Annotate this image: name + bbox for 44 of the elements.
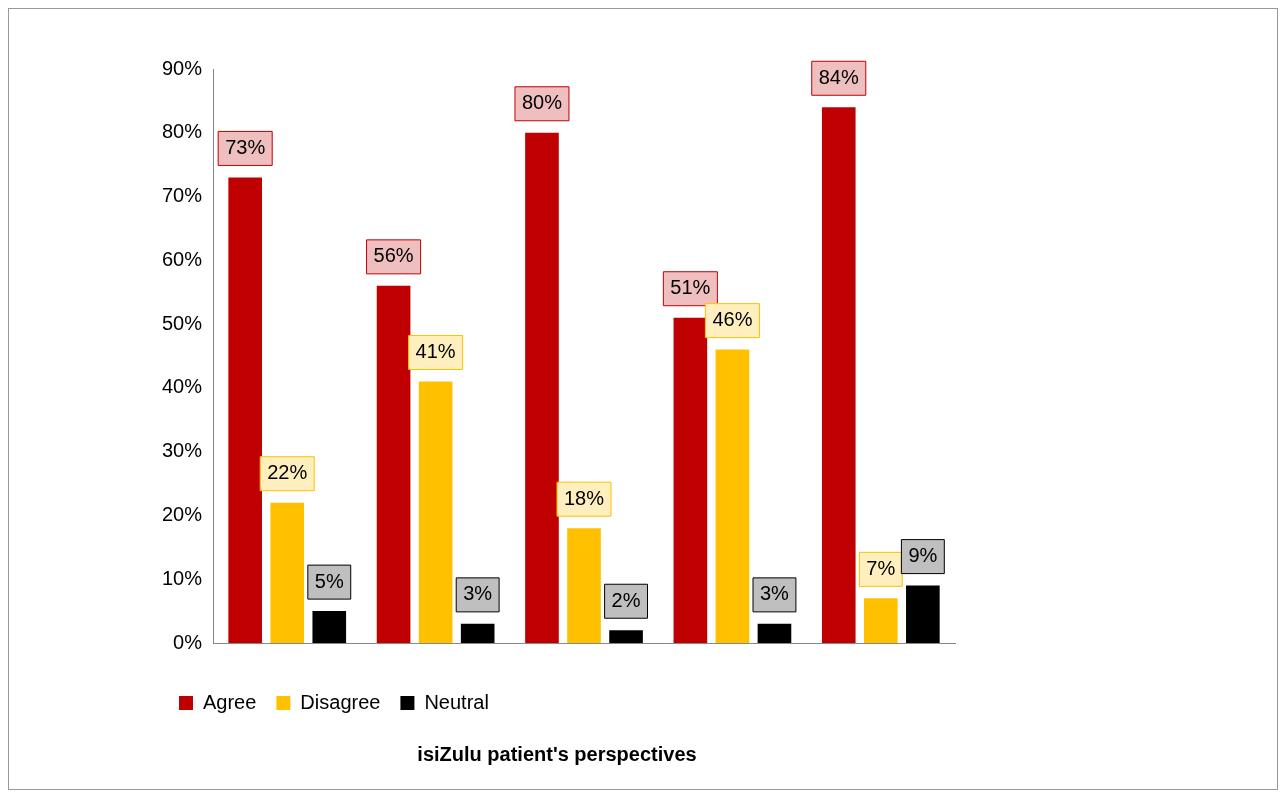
data-label: 22% bbox=[267, 461, 308, 484]
y-tick-label: 20% bbox=[162, 502, 203, 525]
bar bbox=[525, 132, 559, 643]
data-label: 3% bbox=[463, 582, 493, 605]
bar bbox=[757, 623, 792, 643]
legend-label: Agree bbox=[203, 690, 257, 713]
data-label: 3% bbox=[760, 582, 790, 605]
y-tick-label: 70% bbox=[162, 184, 203, 207]
bar bbox=[609, 630, 643, 643]
y-tick-label: 80% bbox=[162, 120, 203, 143]
bar bbox=[863, 598, 898, 643]
y-tick-label: 60% bbox=[162, 247, 203, 270]
data-label: 84% bbox=[818, 65, 859, 88]
legend-label: Neutral bbox=[424, 690, 489, 713]
data-label: 7% bbox=[866, 556, 896, 579]
data-label: 2% bbox=[611, 588, 641, 611]
y-tick-label: 10% bbox=[162, 566, 203, 589]
bar bbox=[906, 585, 940, 643]
bar bbox=[460, 623, 495, 643]
data-label: 56% bbox=[373, 244, 414, 267]
y-tick-label: 0% bbox=[173, 630, 203, 653]
bar bbox=[567, 528, 601, 643]
data-label: 46% bbox=[712, 308, 753, 331]
data-label: 41% bbox=[415, 340, 456, 363]
data-label: 18% bbox=[564, 486, 605, 509]
data-label: 73% bbox=[225, 135, 266, 158]
data-label: 80% bbox=[521, 91, 563, 114]
y-tick-label: 50% bbox=[162, 311, 203, 334]
bar bbox=[821, 107, 856, 643]
bar bbox=[673, 317, 708, 643]
legend-label: Disagree bbox=[300, 690, 381, 713]
y-tick-label: 40% bbox=[162, 375, 203, 398]
bar bbox=[312, 611, 347, 643]
bar bbox=[270, 502, 305, 643]
text: isiZulu patient's perspectives bbox=[417, 742, 697, 765]
data-label: 9% bbox=[908, 544, 938, 567]
data-label: 5% bbox=[314, 569, 344, 592]
y-tick-label: 90% bbox=[162, 56, 203, 79]
data-label: 51% bbox=[670, 276, 711, 299]
bar bbox=[228, 177, 262, 643]
y-tick-label: 30% bbox=[162, 439, 203, 462]
bar bbox=[376, 285, 411, 643]
bar bbox=[418, 381, 453, 643]
bar bbox=[715, 349, 750, 643]
